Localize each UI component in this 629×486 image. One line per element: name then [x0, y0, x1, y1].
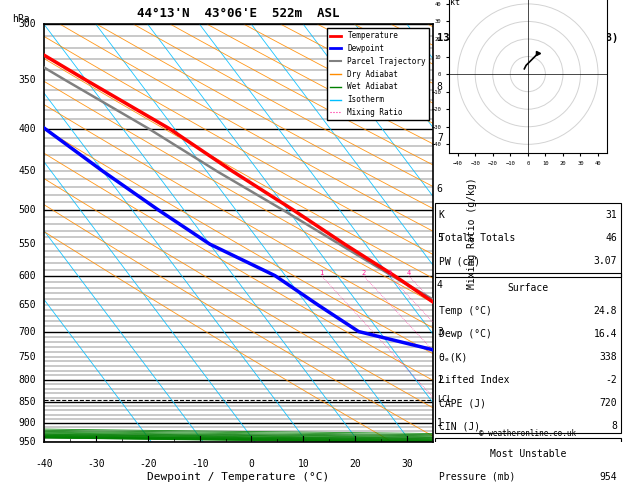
Text: 13.06.2024  00GMT  (Base: 18): 13.06.2024 00GMT (Base: 18)	[437, 33, 618, 43]
Text: 950: 950	[19, 437, 36, 447]
Text: θₑ(K): θₑ(K)	[438, 352, 468, 363]
Text: 700: 700	[19, 327, 36, 336]
Text: 0: 0	[248, 459, 254, 469]
Text: Totals Totals: Totals Totals	[438, 233, 515, 243]
Text: Most Unstable: Most Unstable	[489, 449, 566, 458]
Text: 8: 8	[437, 82, 443, 92]
Bar	[435, 204, 621, 277]
Text: 6: 6	[437, 184, 443, 193]
Text: 16.4: 16.4	[594, 330, 617, 339]
Text: 800: 800	[19, 375, 36, 385]
Text: 550: 550	[19, 239, 36, 249]
Text: Dewp (°C): Dewp (°C)	[438, 330, 491, 339]
Text: Mixing Ratio (g/kg): Mixing Ratio (g/kg)	[467, 177, 477, 289]
Text: 600: 600	[19, 271, 36, 280]
Text: 31: 31	[605, 210, 617, 220]
Text: 400: 400	[19, 123, 36, 134]
Text: 2: 2	[437, 375, 443, 385]
Text: 46: 46	[605, 233, 617, 243]
Text: 1: 1	[437, 417, 443, 428]
Text: -2: -2	[605, 375, 617, 385]
Text: 4: 4	[406, 270, 411, 276]
Text: 850: 850	[19, 397, 36, 407]
Text: 338: 338	[599, 352, 617, 363]
Text: 30: 30	[401, 459, 413, 469]
Text: Temp (°C): Temp (°C)	[438, 307, 491, 316]
Text: -40: -40	[35, 459, 53, 469]
Text: CAPE (J): CAPE (J)	[438, 399, 486, 408]
Text: 954: 954	[599, 471, 617, 482]
Text: Lifted Index: Lifted Index	[438, 375, 509, 385]
Text: 24.8: 24.8	[594, 307, 617, 316]
Text: Pressure (mb): Pressure (mb)	[438, 471, 515, 482]
Text: 300: 300	[19, 19, 36, 29]
Text: 3.07: 3.07	[594, 256, 617, 266]
Text: 4: 4	[437, 280, 443, 290]
Text: 7: 7	[437, 134, 443, 143]
Text: Surface: Surface	[507, 283, 548, 294]
Bar	[435, 438, 621, 486]
Text: 44°13'N  43°06'E  522m  ASL: 44°13'N 43°06'E 522m ASL	[137, 7, 340, 20]
Text: -20: -20	[139, 459, 157, 469]
Text: 650: 650	[19, 300, 36, 310]
Text: LCL: LCL	[437, 395, 452, 404]
Text: 3: 3	[437, 327, 443, 336]
Text: km
ASL: km ASL	[448, 3, 466, 24]
Text: © weatheronline.co.uk: © weatheronline.co.uk	[479, 429, 576, 438]
Text: 10: 10	[298, 459, 309, 469]
Text: kt: kt	[450, 0, 460, 7]
Legend: Temperature, Dewpoint, Parcel Trajectory, Dry Adiabat, Wet Adiabat, Isotherm, Mi: Temperature, Dewpoint, Parcel Trajectory…	[327, 28, 429, 120]
Bar	[435, 273, 621, 433]
Text: -30: -30	[87, 459, 104, 469]
Text: 500: 500	[19, 205, 36, 214]
Text: 5: 5	[437, 233, 443, 243]
Text: 900: 900	[19, 417, 36, 428]
Text: 1: 1	[320, 270, 323, 276]
Text: 720: 720	[599, 399, 617, 408]
Text: 8: 8	[611, 421, 617, 432]
Text: 2: 2	[361, 270, 365, 276]
Text: K: K	[438, 210, 445, 220]
Text: PW (cm): PW (cm)	[438, 256, 480, 266]
Text: hPa: hPa	[12, 14, 30, 24]
Text: 350: 350	[19, 75, 36, 85]
Text: 20: 20	[349, 459, 361, 469]
Text: CIN (J): CIN (J)	[438, 421, 480, 432]
Text: Dewpoint / Temperature (°C): Dewpoint / Temperature (°C)	[147, 471, 330, 482]
Text: 450: 450	[19, 166, 36, 176]
Text: 3: 3	[387, 270, 391, 276]
Text: 750: 750	[19, 351, 36, 362]
Text: -10: -10	[191, 459, 208, 469]
